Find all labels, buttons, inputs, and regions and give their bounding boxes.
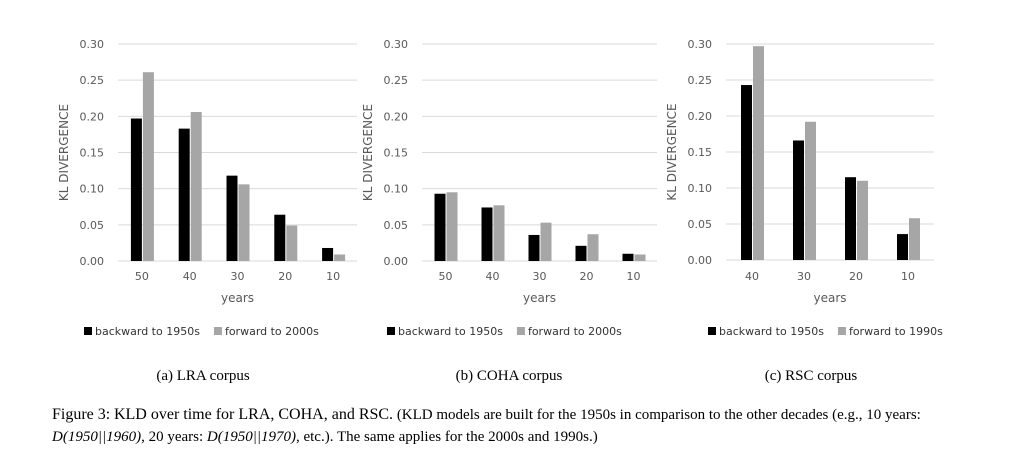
legend-swatch — [837, 327, 846, 335]
y-tick-label: 0.00 — [688, 254, 713, 267]
x-tick-label: 10 — [326, 270, 340, 283]
legend-label: forward to 2000s — [225, 325, 319, 338]
y-tick-label: 0.05 — [688, 218, 713, 231]
bar-forward-50 — [142, 72, 154, 262]
legend-swatch — [387, 327, 395, 335]
y-axis-title: KL DIVERGENCE — [665, 103, 679, 200]
y-tick-label: 0.30 — [688, 38, 713, 51]
legend-swatch — [708, 327, 716, 335]
legend-label: backward to 1950s — [719, 325, 824, 338]
x-tick-label: 20 — [278, 270, 292, 283]
x-tick-label: 30 — [797, 270, 811, 283]
figure-caption: Figure 3: KLD over time for LRA, COHA, a… — [52, 404, 992, 448]
bar-backward-30 — [226, 175, 238, 261]
subfigure-caption: (c) RSC corpus — [765, 368, 858, 384]
legend-label: forward to 1990s — [849, 325, 943, 338]
bar-backward-40 — [741, 85, 752, 260]
figure-title: KLD over time for LRA, COHA, and RSC. — [113, 406, 394, 423]
bar-backward-10 — [322, 247, 334, 261]
legend-label: forward to 2000s — [528, 325, 622, 338]
x-tick-label: 30 — [231, 270, 245, 283]
bar-forward-20 — [587, 234, 599, 261]
bar-backward-30 — [793, 140, 804, 260]
bar-backward-40 — [481, 207, 493, 261]
x-axis-title: years — [523, 291, 556, 305]
chart-panel-3: 0.00 0.05 0.10 0.15 0.20 0.25 0.30 KL DIVERGENC… — [665, 38, 943, 384]
bar-forward-40 — [753, 46, 764, 260]
y-tick-label: 0.10 — [384, 183, 409, 196]
bar-forward-20 — [857, 180, 868, 260]
y-tick-label: 0.05 — [384, 219, 409, 232]
bar-backward-50 — [130, 118, 142, 262]
chart-panel-1: 0.00 0.05 0.10 0.15 0.20 0.25 0.30 KL DIVERGENC… — [57, 38, 357, 384]
x-axis-title: years — [221, 291, 254, 305]
figure-panels: 0.00 0.05 0.10 0.15 0.20 0.25 0.30 KL DIVERGENC… — [57, 38, 943, 384]
bar-forward-10 — [909, 218, 920, 260]
bar-forward-40 — [493, 205, 505, 261]
bar-forward-50 — [446, 192, 458, 261]
caption-math-1: D(1950||1960) — [52, 429, 142, 445]
y-tick-label: 0.25 — [688, 74, 713, 87]
bar-forward-30 — [238, 184, 250, 261]
subfigure-caption: (b) COHA corpus — [456, 368, 563, 384]
caption-note-3: , etc.). The same applies for the 2000s … — [295, 429, 598, 445]
bar-backward-50 — [434, 193, 446, 261]
x-tick-label: 40 — [183, 270, 197, 283]
y-tick-label: 0.15 — [80, 147, 105, 160]
bar-forward-30 — [805, 121, 816, 260]
bar-forward-10 — [634, 254, 646, 261]
x-tick-label: 40 — [745, 270, 759, 283]
bar-forward-40 — [190, 111, 202, 261]
y-tick-label: 0.00 — [384, 255, 409, 268]
y-axis-title: KL DIVERGENCE — [57, 104, 71, 201]
bar-forward-20 — [286, 225, 298, 261]
y-tick-label: 0.15 — [688, 146, 713, 159]
legend-swatch — [516, 327, 525, 335]
legend-label: backward to 1950s — [95, 325, 200, 338]
bar-forward-10 — [334, 254, 346, 261]
caption-note-1: (KLD models are built for the 1950s in c… — [396, 407, 921, 423]
x-tick-label: 20 — [580, 270, 594, 283]
y-tick-label: 0.20 — [688, 110, 713, 123]
y-tick-label: 0.30 — [80, 38, 105, 51]
y-tick-label: 0.20 — [384, 110, 409, 123]
legend-swatch — [84, 327, 92, 335]
subfigure-caption: (a) LRA corpus — [156, 368, 249, 384]
y-tick-label: 0.10 — [688, 182, 713, 195]
y-axis-title: KL DIVERGENCE — [361, 104, 375, 201]
bar-backward-10 — [622, 253, 634, 261]
bar-backward-20 — [274, 214, 286, 261]
y-tick-label: 0.30 — [384, 38, 409, 51]
x-tick-label: 50 — [439, 270, 453, 283]
y-tick-label: 0.00 — [80, 255, 105, 268]
x-tick-label: 50 — [135, 270, 149, 283]
caption-math-2: D(1950||1970) — [206, 429, 296, 445]
legend-label: backward to 1950s — [398, 325, 503, 338]
y-tick-label: 0.05 — [80, 219, 105, 232]
chart-panel-2: 0.00 0.05 0.10 0.15 0.20 0.25 0.30 KL DIVERGENC… — [361, 38, 657, 384]
y-tick-label: 0.15 — [384, 147, 409, 160]
y-tick-label: 0.10 — [80, 183, 105, 196]
caption-note-2: , 20 years: — [141, 429, 207, 445]
x-tick-label: 30 — [533, 270, 547, 283]
bar-backward-20 — [845, 177, 856, 260]
y-tick-label: 0.25 — [384, 74, 409, 87]
x-axis-title: years — [813, 291, 846, 305]
bar-backward-20 — [575, 245, 587, 261]
x-tick-label: 10 — [627, 270, 641, 283]
bar-backward-40 — [178, 128, 190, 261]
figure-label: Figure 3: — [52, 406, 111, 423]
legend-swatch — [213, 327, 222, 335]
y-tick-label: 0.25 — [80, 74, 105, 87]
bar-backward-10 — [897, 234, 908, 260]
bar-backward-30 — [528, 234, 540, 261]
bar-forward-30 — [540, 222, 552, 261]
x-tick-label: 40 — [486, 270, 500, 283]
x-tick-label: 10 — [901, 270, 915, 283]
y-tick-label: 0.20 — [80, 110, 105, 123]
x-tick-label: 20 — [849, 270, 863, 283]
